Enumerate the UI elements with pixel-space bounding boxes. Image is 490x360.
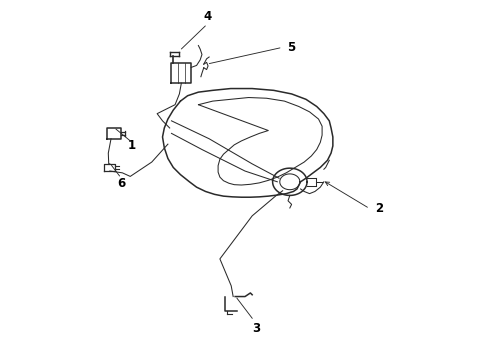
Text: 3: 3: [252, 322, 260, 335]
Text: 2: 2: [375, 202, 384, 215]
Text: 4: 4: [203, 10, 212, 23]
Text: 1: 1: [128, 139, 136, 152]
Text: 6: 6: [117, 177, 125, 190]
Text: 5: 5: [288, 41, 296, 54]
